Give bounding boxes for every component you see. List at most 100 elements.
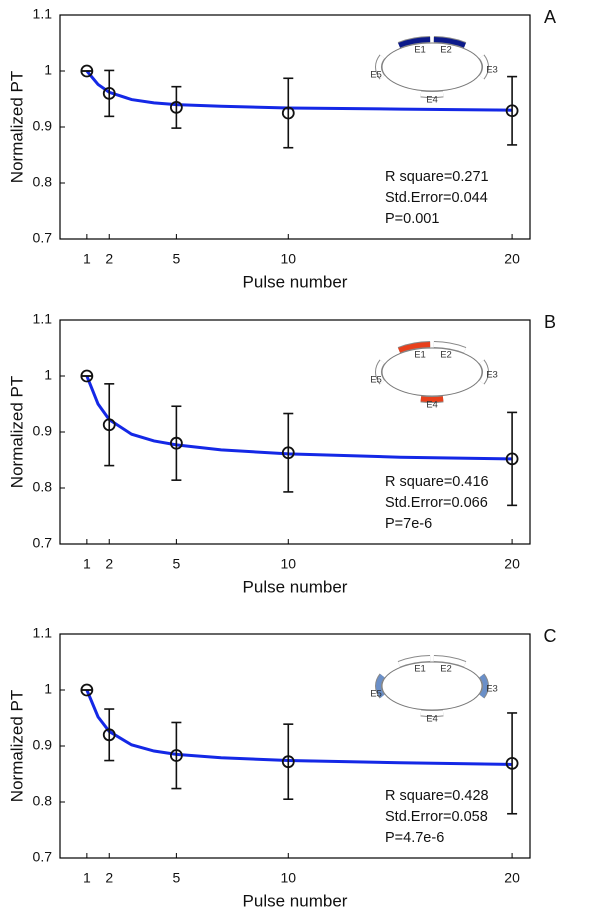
data-point: [169, 436, 183, 450]
x-tick-label: 1: [83, 870, 91, 886]
y-tick-label: 0.7: [33, 849, 53, 865]
electrode-inset: E1 E2 E3 E4 E5: [370, 341, 498, 411]
error-bar: [507, 75, 518, 146]
electrode: [398, 656, 431, 667]
electrode-label: E1: [414, 664, 426, 675]
x-tick-label: 2: [105, 556, 113, 572]
y-tick-label: 0.8: [33, 174, 53, 190]
x-tick-label: 10: [280, 870, 296, 886]
electrode-label: E5: [370, 689, 382, 700]
x-tick-label: 10: [280, 251, 296, 267]
y-tick-label: 1.1: [33, 625, 53, 641]
stat-annotation: Std.Error=0.044: [385, 190, 488, 206]
fit-curve: [85, 689, 513, 766]
x-tick-label: 10: [280, 556, 296, 572]
electrode-label: E2: [440, 664, 452, 675]
y-axis-title: Normalized PT: [7, 376, 26, 488]
inset-ellipse: [381, 661, 483, 711]
x-tick-label: 5: [172, 870, 180, 886]
panel-label: A: [544, 7, 556, 27]
electrode-label: E2: [440, 350, 452, 361]
x-axis-title: Pulse number: [243, 891, 348, 910]
stat-annotation: R square=0.416: [385, 474, 489, 490]
electrode-label: E3: [486, 370, 498, 381]
y-tick-label: 0.8: [33, 793, 53, 809]
electrode-label: E5: [370, 375, 382, 386]
y-tick-label: 0.9: [33, 118, 53, 134]
data-point: [102, 418, 116, 432]
electrode: [433, 342, 466, 353]
y-axis-title: Normalized PT: [7, 71, 26, 183]
data-point: [169, 101, 183, 114]
electrode: [479, 674, 488, 698]
x-tick-label: 5: [172, 556, 180, 572]
error-bar: [507, 712, 518, 815]
panel-label: C: [544, 626, 557, 646]
error-bar: [104, 708, 115, 762]
x-tick-label: 2: [105, 870, 113, 886]
stat-annotation: P=0.001: [385, 211, 439, 227]
electrode: [420, 396, 444, 402]
electrode-label: E3: [486, 684, 498, 695]
y-tick-label: 1: [44, 367, 52, 383]
y-tick-label: 0.7: [33, 230, 53, 246]
error-bar: [104, 69, 115, 118]
stat-annotation: P=7e-6: [385, 516, 432, 532]
x-tick-label: 1: [83, 556, 91, 572]
error-bar: [283, 77, 294, 149]
fit-curve: [85, 70, 513, 112]
data-point: [505, 104, 519, 118]
electrode-label: E1: [414, 350, 426, 361]
error-bar: [171, 405, 182, 481]
inset-ellipse: [381, 42, 483, 92]
x-axis-title: Pulse number: [243, 272, 348, 291]
electrode: [420, 710, 444, 716]
y-tick-label: 0.9: [33, 423, 53, 439]
x-tick-label: 2: [105, 251, 113, 267]
error-bar: [283, 723, 294, 801]
electrode: [479, 55, 488, 79]
inset-ellipse: [381, 347, 483, 397]
electrode: [433, 37, 466, 48]
electrode-label: E5: [370, 70, 382, 81]
y-tick-label: 0.9: [33, 737, 53, 753]
stat-annotation: R square=0.271: [385, 169, 489, 185]
stat-annotation: R square=0.428: [385, 788, 489, 804]
error-bar: [171, 85, 182, 129]
data-point: [281, 106, 295, 120]
y-tick-label: 0.7: [33, 535, 53, 551]
panel-label: B: [544, 312, 556, 332]
electrode-label: E2: [440, 45, 452, 56]
data-point: [80, 683, 94, 697]
electrode: [420, 91, 444, 97]
electrode-label: E1: [414, 45, 426, 56]
y-tick-label: 1.1: [33, 311, 53, 327]
y-axis-title: Normalized PT: [7, 690, 26, 802]
data-point: [505, 756, 519, 770]
y-tick-label: 0.8: [33, 479, 53, 495]
electrode: [433, 656, 466, 667]
electrode: [376, 55, 385, 79]
error-bar: [283, 412, 294, 493]
electrode: [376, 360, 385, 384]
error-bar: [507, 411, 518, 507]
stat-annotation: Std.Error=0.066: [385, 495, 488, 511]
x-tick-label: 20: [504, 870, 520, 886]
electrode: [376, 674, 385, 698]
electrode-label: E4: [426, 400, 438, 411]
x-tick-label: 20: [504, 251, 520, 267]
y-tick-label: 1: [44, 62, 52, 78]
electrode-label: E4: [426, 95, 438, 106]
electrode: [398, 342, 431, 353]
data-point: [102, 87, 116, 100]
data-point: [169, 749, 183, 762]
x-tick-label: 20: [504, 556, 520, 572]
error-bar: [171, 721, 182, 790]
electrode: [479, 360, 488, 384]
data-point: [281, 446, 295, 460]
electrode: [398, 37, 431, 48]
